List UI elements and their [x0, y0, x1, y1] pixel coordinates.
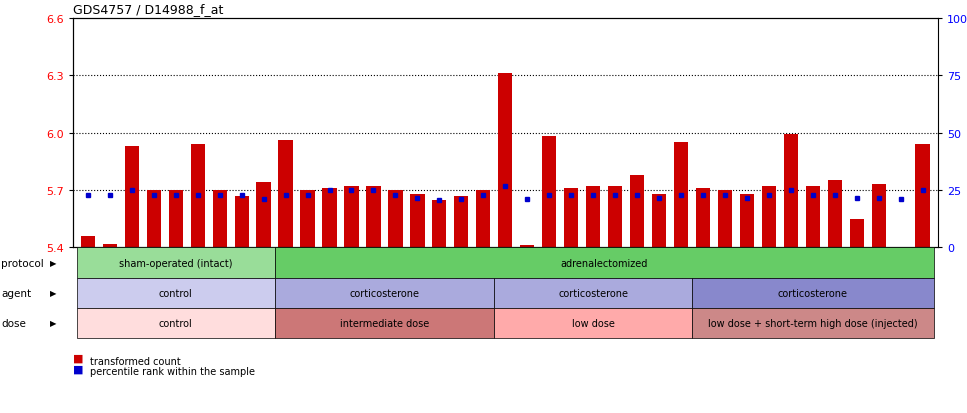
Text: adrenalectomized: adrenalectomized — [561, 258, 648, 268]
Bar — [235, 196, 249, 248]
Bar — [608, 187, 622, 248]
Text: low dose + short-term high dose (injected): low dose + short-term high dose (injecte… — [708, 318, 918, 328]
Text: ■: ■ — [73, 363, 83, 373]
Text: transformed count: transformed count — [90, 356, 181, 366]
Bar — [125, 147, 139, 248]
Bar — [301, 190, 314, 248]
Bar — [652, 194, 666, 248]
Bar — [147, 190, 161, 248]
Text: sham-operated (intact): sham-operated (intact) — [119, 258, 232, 268]
Bar — [278, 141, 293, 248]
Bar — [674, 143, 689, 248]
Bar — [432, 200, 447, 248]
Bar — [103, 244, 117, 248]
Bar — [322, 189, 337, 248]
Bar — [542, 137, 556, 248]
Text: percentile rank within the sample: percentile rank within the sample — [90, 366, 255, 376]
Bar — [454, 196, 468, 248]
Bar — [476, 190, 490, 248]
Text: corticosterone: corticosterone — [777, 288, 848, 298]
Bar — [213, 190, 227, 248]
Text: agent: agent — [1, 288, 31, 298]
Bar — [344, 187, 359, 248]
Bar — [696, 189, 710, 248]
Bar — [762, 187, 776, 248]
Text: control: control — [159, 288, 192, 298]
Bar — [783, 135, 798, 248]
Bar — [916, 145, 929, 248]
Bar — [586, 187, 601, 248]
Bar — [366, 187, 381, 248]
Text: dose: dose — [1, 318, 26, 328]
Text: ▶: ▶ — [50, 259, 57, 267]
Bar — [498, 74, 513, 248]
Bar — [81, 236, 95, 248]
Text: ▶: ▶ — [50, 289, 57, 297]
Bar — [190, 145, 205, 248]
Bar — [410, 194, 425, 248]
Bar — [718, 190, 732, 248]
Text: ■: ■ — [73, 353, 83, 363]
Text: low dose: low dose — [571, 318, 615, 328]
Bar — [894, 248, 908, 276]
Bar — [256, 183, 271, 248]
Text: control: control — [159, 318, 192, 328]
Bar — [630, 175, 644, 248]
Bar — [389, 190, 402, 248]
Text: protocol: protocol — [1, 258, 44, 268]
Bar — [871, 185, 886, 248]
Text: intermediate dose: intermediate dose — [339, 318, 429, 328]
Text: GDS4757 / D14988_f_at: GDS4757 / D14988_f_at — [73, 3, 223, 16]
Bar — [828, 181, 842, 248]
Text: corticosterone: corticosterone — [349, 288, 420, 298]
Bar — [564, 189, 578, 248]
Text: ▶: ▶ — [50, 319, 57, 328]
Bar — [740, 194, 754, 248]
Bar — [520, 246, 535, 248]
Bar — [850, 219, 864, 248]
Bar — [168, 190, 183, 248]
Bar — [806, 187, 820, 248]
Text: corticosterone: corticosterone — [558, 288, 629, 298]
